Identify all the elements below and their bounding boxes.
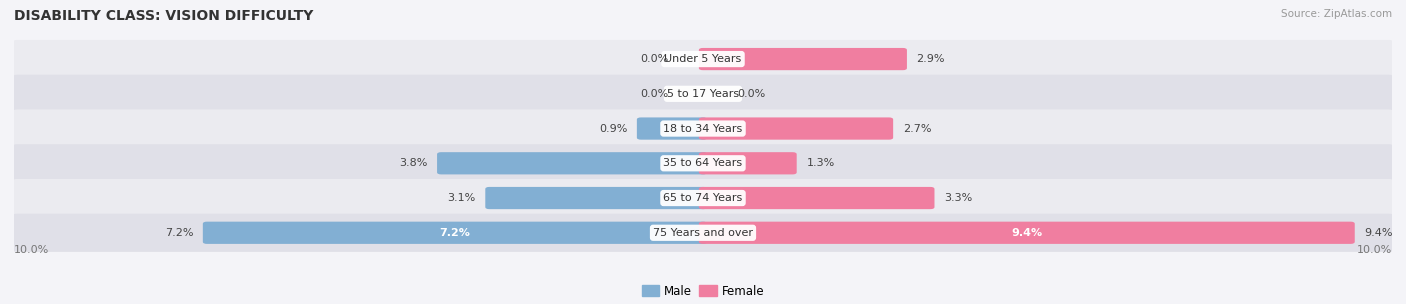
FancyBboxPatch shape	[13, 40, 1393, 78]
FancyBboxPatch shape	[699, 117, 893, 140]
Text: 0.0%: 0.0%	[738, 89, 766, 99]
Text: 9.4%: 9.4%	[1364, 228, 1393, 238]
Text: 35 to 64 Years: 35 to 64 Years	[664, 158, 742, 168]
Text: Source: ZipAtlas.com: Source: ZipAtlas.com	[1281, 9, 1392, 19]
Text: 10.0%: 10.0%	[14, 245, 49, 255]
FancyBboxPatch shape	[437, 152, 707, 174]
Text: 0.9%: 0.9%	[599, 123, 627, 133]
Text: 65 to 74 Years: 65 to 74 Years	[664, 193, 742, 203]
FancyBboxPatch shape	[13, 179, 1393, 217]
FancyBboxPatch shape	[13, 144, 1393, 182]
Text: 75 Years and over: 75 Years and over	[652, 228, 754, 238]
Text: Under 5 Years: Under 5 Years	[665, 54, 741, 64]
Text: 5 to 17 Years: 5 to 17 Years	[666, 89, 740, 99]
FancyBboxPatch shape	[202, 222, 707, 244]
FancyBboxPatch shape	[699, 48, 907, 70]
Text: 0.0%: 0.0%	[640, 89, 669, 99]
Text: 7.2%: 7.2%	[440, 228, 471, 238]
FancyBboxPatch shape	[699, 187, 935, 209]
Text: 9.4%: 9.4%	[1011, 228, 1042, 238]
Text: 7.2%: 7.2%	[165, 228, 193, 238]
Text: 2.7%: 2.7%	[903, 123, 931, 133]
Legend: Male, Female: Male, Female	[641, 285, 765, 298]
Text: 3.3%: 3.3%	[945, 193, 973, 203]
FancyBboxPatch shape	[637, 117, 707, 140]
Text: 1.3%: 1.3%	[807, 158, 835, 168]
FancyBboxPatch shape	[13, 214, 1393, 252]
Text: 2.9%: 2.9%	[917, 54, 945, 64]
Text: 3.8%: 3.8%	[399, 158, 427, 168]
FancyBboxPatch shape	[13, 109, 1393, 148]
FancyBboxPatch shape	[699, 222, 1355, 244]
Text: 3.1%: 3.1%	[447, 193, 475, 203]
FancyBboxPatch shape	[699, 152, 797, 174]
Text: 10.0%: 10.0%	[1357, 245, 1392, 255]
Text: DISABILITY CLASS: VISION DIFFICULTY: DISABILITY CLASS: VISION DIFFICULTY	[14, 9, 314, 23]
FancyBboxPatch shape	[13, 75, 1393, 113]
Text: 0.0%: 0.0%	[640, 54, 669, 64]
FancyBboxPatch shape	[485, 187, 707, 209]
Text: 18 to 34 Years: 18 to 34 Years	[664, 123, 742, 133]
